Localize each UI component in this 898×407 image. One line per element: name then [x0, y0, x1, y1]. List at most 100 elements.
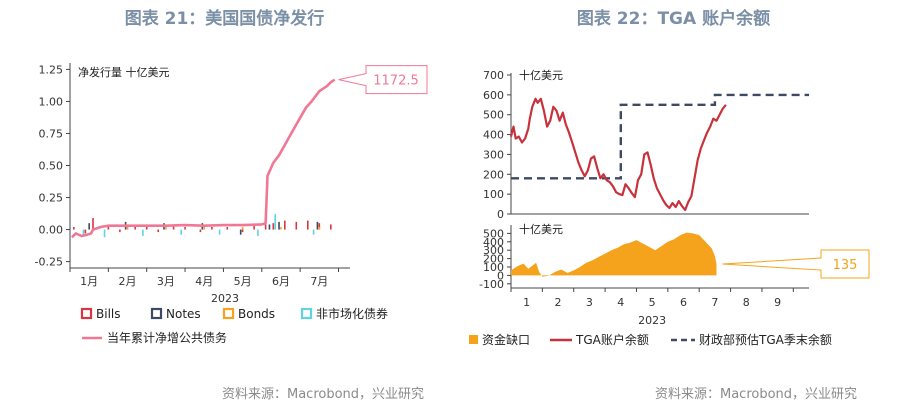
- y-tick-label: 100: [483, 261, 504, 274]
- bar-bills: [157, 229, 160, 233]
- tga-projection-line: [511, 93, 809, 180]
- legend-label-tga-projection: 财政部预估TGA季末余额: [699, 332, 832, 347]
- bar-bills: [172, 225, 175, 230]
- right-panel: 图表 22：TGA 账户余额 700 600 500 400 300 200 100 0 十亿美…: [449, 0, 898, 407]
- year-label-right: 2023: [638, 314, 666, 327]
- bar-non-marketable: [103, 229, 106, 238]
- x-tick-label: 1月: [80, 275, 98, 288]
- y-tick-label: 700: [483, 69, 504, 82]
- y-tick-label: 1.25: [39, 63, 64, 76]
- funding-gap-area: [511, 232, 717, 277]
- unit-label-gap: 十亿美元: [519, 222, 563, 236]
- x-tick-label: 7月: [310, 275, 328, 288]
- bar-notes: [278, 221, 280, 230]
- y-tick-label: 0.25: [39, 192, 64, 205]
- bar-bills: [318, 223, 321, 230]
- bar-non-marketable: [142, 229, 144, 236]
- y-tick-label: 1.00: [39, 95, 64, 108]
- bar-bonds: [318, 227, 321, 230]
- y-tick-label: 600: [483, 89, 504, 102]
- bar-bills: [330, 224, 332, 230]
- bar-bills: [211, 227, 213, 230]
- callout-value-right: 135: [833, 258, 858, 273]
- x-tick-label: 2月: [119, 275, 137, 288]
- y-tick-label: -100: [479, 278, 504, 291]
- chart-title-tga: 图表 22：TGA 账户余额: [576, 9, 771, 29]
- x-tick-label: 8: [743, 296, 750, 309]
- bar-bills: [145, 227, 148, 230]
- bar-bills: [295, 221, 298, 230]
- legend-marker-non-marketable: [300, 307, 313, 320]
- y-tick-label: 200: [483, 168, 504, 181]
- y-tick-label: 200: [483, 253, 504, 266]
- left-panel: 图表 21：美国国债净发行 1.25 1.00 0.75 0.50 0.25 0.00 -0…: [35, 9, 428, 402]
- y-tick-label: 0: [497, 208, 504, 221]
- y-tick-label: 0.75: [39, 127, 64, 140]
- callout-value-left: 1172.5: [373, 74, 419, 89]
- net-issuance-chart: 1.25 1.00 0.75 0.50 0.25 0.00 -0.25 1月 2月 3月 4月 5月 6…: [35, 63, 428, 345]
- year-label: 2023: [211, 292, 239, 305]
- y-tick-label: 400: [483, 236, 504, 249]
- bar-non-marketable: [312, 229, 315, 235]
- y-tick-label: -0.25: [35, 256, 63, 269]
- bar-notes: [88, 223, 90, 230]
- bar-bills: [272, 223, 275, 230]
- bar-bills: [134, 225, 137, 230]
- bar-bills: [73, 227, 75, 230]
- bar-non-marketable: [82, 229, 85, 235]
- bar-bills: [84, 229, 87, 234]
- bar-notes: [316, 221, 319, 230]
- legend-label-cumulative: 当年累计净增公共债务: [107, 330, 227, 345]
- x-tick-label: 5月: [234, 275, 252, 288]
- legend-label-bonds: Bonds: [238, 307, 275, 321]
- tga-balance-chart: 7006005004003002001000十亿美元50040030020010…: [469, 68, 870, 347]
- x-tick-label: 2: [555, 296, 562, 309]
- bar-non-marketable: [180, 229, 183, 235]
- bar-bills: [241, 229, 244, 233]
- bar-bonds: [165, 227, 167, 230]
- legend-marker-bills: [80, 307, 93, 320]
- y-tick-label: 300: [483, 244, 504, 257]
- x-tick-label: 9: [774, 296, 781, 309]
- y-tick-label: 400: [483, 129, 504, 142]
- y-tick-label: 100: [483, 188, 504, 201]
- bar-bills: [283, 220, 286, 230]
- y-tick-label: 500: [483, 227, 504, 240]
- bar-bonds: [241, 227, 244, 230]
- y-tick-label: 500: [483, 109, 504, 122]
- bar-bills: [107, 225, 110, 230]
- bar-bills: [119, 229, 121, 233]
- cumulative-debt-line: [70, 78, 336, 239]
- bar-bills: [199, 229, 202, 233]
- y-tick-label: 0.50: [39, 160, 64, 173]
- source-note-right: 资料来源：Macrobond，兴业研究: [655, 387, 858, 402]
- legend-label-funding-gap: 资金缺口: [482, 332, 530, 347]
- legend-label-non-marketable: 非市场化债券: [316, 306, 388, 321]
- legend-marker-funding-gap: [469, 335, 478, 344]
- callout-box-right: [722, 249, 870, 279]
- x-tick-label: 6: [680, 296, 687, 309]
- y-tick-label: 0.00: [39, 224, 64, 237]
- bar-non-marketable: [257, 229, 259, 236]
- x-tick-label: 1: [523, 296, 530, 309]
- bar-bills: [264, 224, 267, 230]
- chart-title-net-issuance: 图表 21：美国国债净发行: [124, 9, 325, 29]
- legend-label-tga-balance: TGA账户余额: [575, 332, 649, 347]
- bar-bills: [307, 220, 309, 230]
- bar-notes: [268, 224, 271, 230]
- bar-non-marketable: [218, 229, 221, 235]
- callout-box-left: [338, 65, 428, 95]
- source-note-left: 资料来源：Macrobond，兴业研究: [222, 387, 425, 402]
- legend-marker-notes: [150, 307, 163, 320]
- x-tick-label: 3月: [157, 275, 175, 288]
- legend-label-bills: Bills: [96, 307, 121, 321]
- bar-bills: [92, 218, 94, 230]
- legend-marker-bonds: [222, 307, 235, 320]
- bar-non-marketable: [274, 214, 277, 230]
- unit-label: 净发行量 十亿美元: [78, 65, 170, 79]
- legend-label-notes: Notes: [166, 307, 201, 321]
- x-tick-label: 4月: [195, 275, 213, 288]
- bar-bills: [184, 227, 186, 230]
- bar-bonds: [203, 227, 206, 230]
- bar-bonds: [280, 227, 282, 230]
